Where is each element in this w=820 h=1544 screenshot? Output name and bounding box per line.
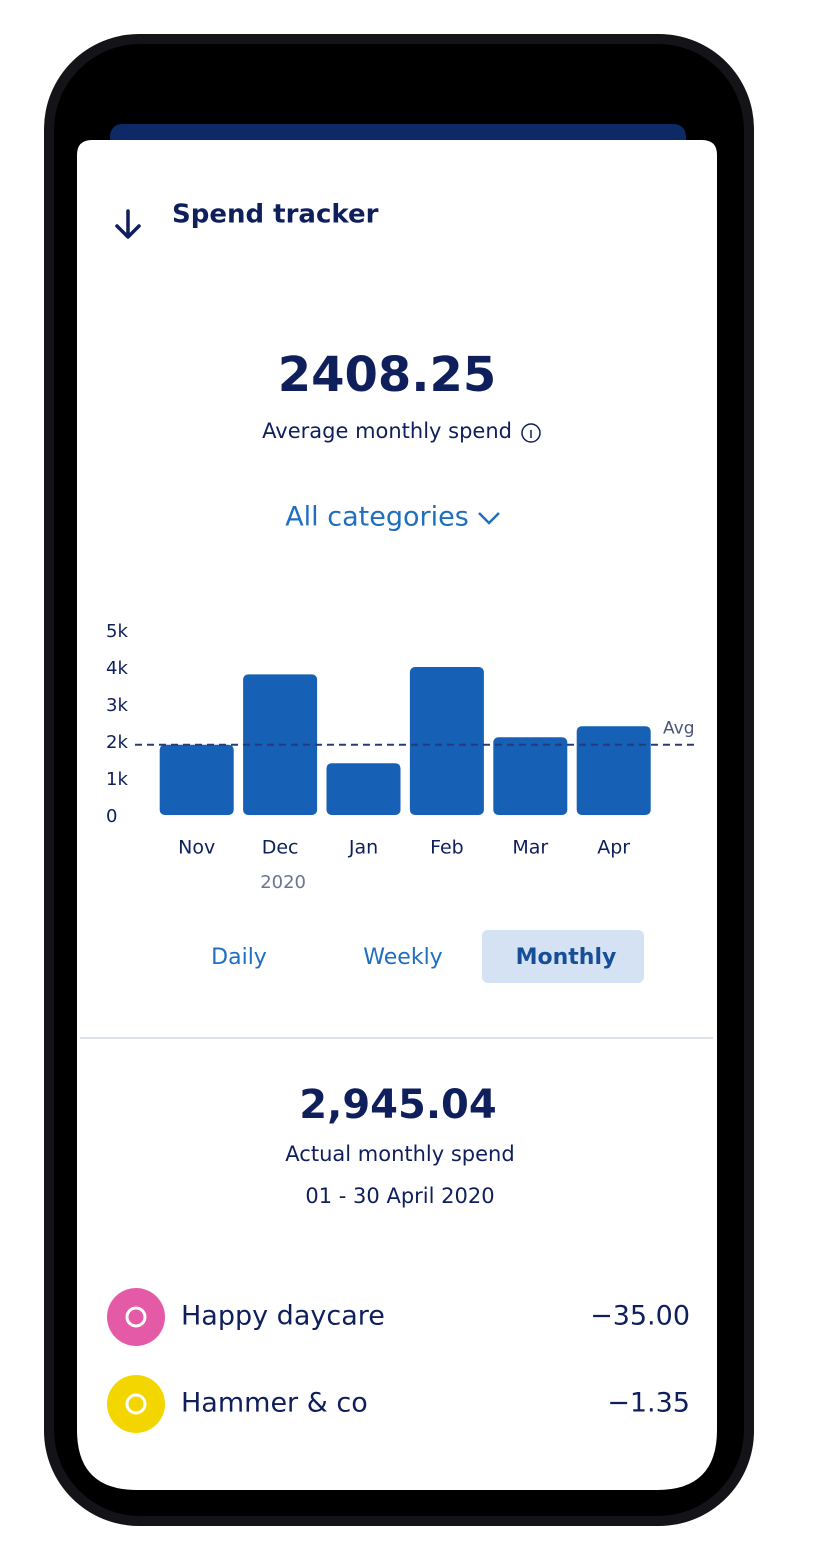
filter-label: All categories [285,502,469,533]
transaction-name: Hammer & co [181,1388,368,1419]
year-label: 2020 [260,872,306,893]
toggle-option[interactable]: Weekly [363,945,442,970]
transaction-icon [107,1288,165,1346]
x-tick-label: Mar [512,837,548,859]
transaction-row[interactable]: Happy daycare −35.00 [107,1288,690,1346]
toggle-highlight [482,930,644,983]
y-tick-label: 0 [106,806,117,827]
y-tick-label: 3k [106,695,128,716]
average-value: 2408.25 [278,347,497,403]
toggle-label: Monthly [516,945,617,970]
y-tick-label: 4k [106,658,128,679]
bar [326,763,401,815]
chevron [478,512,500,525]
icon-glyph [125,1306,147,1328]
header-title: Spend tracker [172,200,379,230]
transaction-amount: −35.00 [590,1301,690,1332]
screen [77,140,717,1490]
bar [159,744,234,815]
toggle-option[interactable]: Daily [211,945,267,970]
bar [409,667,484,815]
transaction-amount: −1.35 [607,1388,690,1419]
transaction-icon [107,1375,165,1433]
transaction-row[interactable]: Hammer & co −1.35 [107,1375,690,1433]
x-tick-label: Apr [597,837,630,859]
period-label: 01 - 30 April 2020 [305,1184,494,1208]
average-label: Average monthly spend [262,419,512,443]
actual-value: 2,945.04 [299,1082,496,1128]
x-tick-label: Dec [262,837,299,859]
icon-glyph [125,1393,147,1415]
x-tick-label: Nov [178,837,215,859]
bar [493,737,568,815]
average-line-label: Avg [663,719,695,739]
back-arrow[interactable] [115,209,141,239]
transactions: Happy daycare −35.00 Hammer & co −1.35 [107,1288,690,1433]
x-tick-label: Feb [430,837,464,859]
y-tick-label: 5k [106,621,128,642]
toggle-option[interactable]: Monthly [482,930,644,983]
actual-label: Actual monthly spend [285,1142,514,1166]
info-circle [521,423,541,443]
toggle-label: Daily [211,945,267,970]
x-tick-label: Jan [348,837,378,859]
y-tick-label: 1k [106,769,128,790]
category-filter[interactable]: All categories [285,502,500,533]
period-toggle: Daily Weekly Monthly [211,930,644,983]
bar-chart: 0 1k 2k 3k 4k 5k Nov Dec Jan Feb Mar Apr 2020 Avg [106,621,695,893]
info-icon[interactable] [521,423,541,443]
y-tick-label: 2k [106,732,128,753]
transaction-name: Happy daycare [181,1301,385,1332]
toggle-label: Weekly [363,945,442,970]
arrow-icon [115,209,141,239]
bar [576,726,651,815]
